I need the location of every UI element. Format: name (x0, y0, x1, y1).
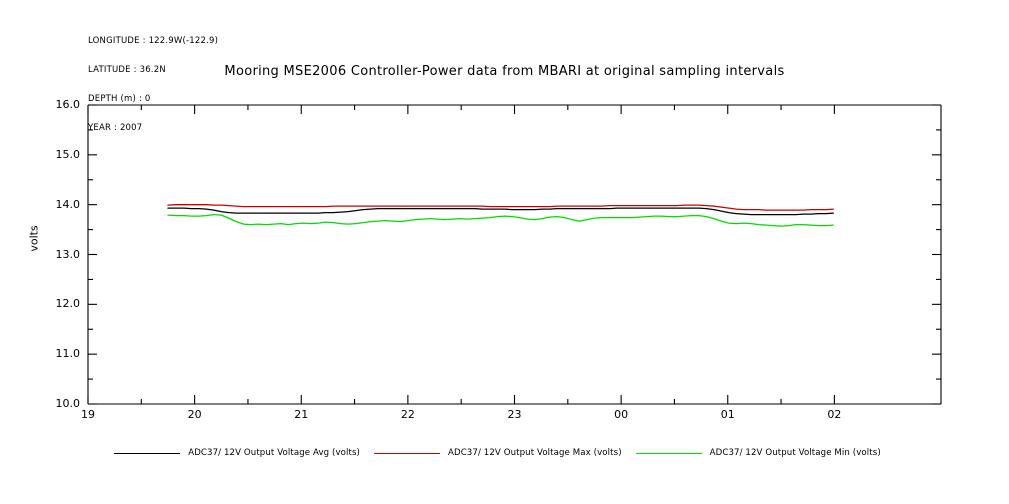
metadata-depth: DEPTH (m) : 0 (88, 93, 151, 104)
metadata-year: YEAR : 2007 (88, 122, 143, 133)
axes-frame (87, 104, 942, 405)
legend-swatch-icon (114, 452, 181, 454)
y-tick-label: 10.0 (55, 397, 81, 410)
legend-label: ADC37/ 12V Output Voltage Max (volts) (448, 448, 622, 458)
x-tick-label: 20 (187, 408, 202, 421)
legend-entry-min: ADC37/ 12V Output Voltage Min (volts) (635, 448, 895, 458)
series-line-min (167, 213, 834, 227)
x-tick-label: 21 (294, 408, 309, 421)
y-tick-label: 15.0 (55, 147, 81, 161)
legend-label: ADC37/ 12V Output Voltage Avg (volts) (188, 448, 361, 458)
legend-label: ADC37/ 12V Output Voltage Min (volts) (709, 448, 881, 458)
metadata-latitude: LATITUDE : 36.2N (88, 64, 166, 75)
series-line-max (167, 204, 834, 211)
legend-swatch-icon (374, 452, 441, 454)
chart-title: Mooring MSE2006 Controller-Power data fr… (224, 64, 785, 79)
y-tick-label: 11.0 (55, 347, 81, 361)
legend-swatch-icon (635, 452, 702, 454)
x-tick-label: 02 (827, 408, 842, 421)
x-tick-label: 23 (507, 408, 522, 421)
x-tick-label: 22 (400, 408, 415, 421)
y-tick-label: 12.0 (55, 297, 81, 311)
legend-entry-avg: ADC37/ 12V Output Voltage Avg (volts) (114, 448, 374, 458)
x-tick-label: 01 (720, 408, 735, 421)
y-tick-label: 16.0 (55, 98, 81, 111)
y-tick-label: 14.0 (55, 197, 81, 211)
metadata-longitude: LONGITUDE : 122.9W(-122.9) (88, 36, 219, 47)
legend-entry-max: ADC37/ 12V Output Voltage Max (volts) (374, 448, 636, 458)
y-tick-marks (88, 104, 941, 405)
x-tick-marks (87, 105, 835, 404)
x-tick-label: 19 (81, 408, 95, 421)
series-line-avg (167, 207, 834, 216)
chart-legend: ADC37/ 12V Output Voltage Avg (volts) ADC… (0, 448, 1009, 458)
metadata-block: LONGITUDE : 122.9W(-122.9) LATITUDE : 36… (88, 18, 218, 152)
x-tick-label: 00 (614, 408, 629, 421)
y-tick-label: 13.0 (55, 247, 81, 261)
